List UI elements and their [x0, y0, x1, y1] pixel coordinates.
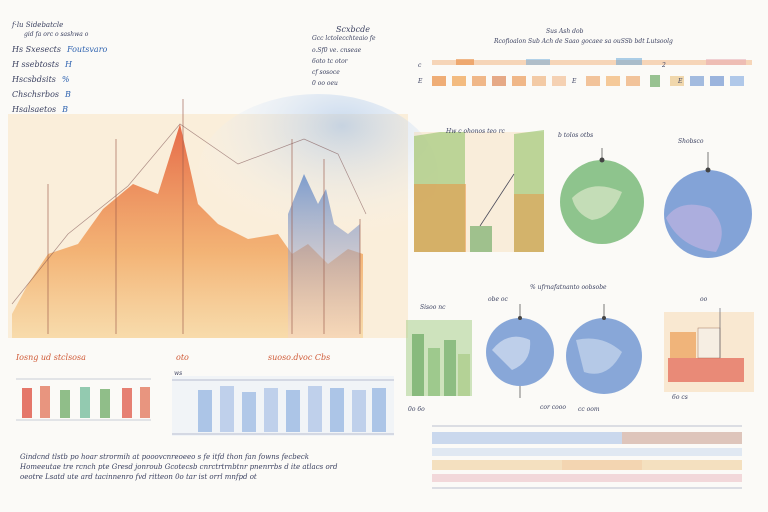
panel-label: 0o 6o: [408, 406, 425, 413]
panel-green-sphere: [560, 148, 644, 244]
main-chart-label-left: Iosng ud stclsosa: [16, 353, 86, 362]
palette-title: Rcofioalon Sub Ach de Saao gocaee sa ouS…: [494, 38, 673, 45]
legend-row-value: %: [61, 75, 70, 84]
notes-title: Scxbcde: [336, 25, 370, 34]
legend-row-value: H: [65, 60, 73, 69]
caption-line: Gindcnd tlstb po hoar strormih at pooovc…: [20, 453, 310, 461]
panel-column-chart: [414, 130, 544, 252]
panel-label: b tolos otbs: [558, 132, 594, 139]
mini-bar: [60, 390, 70, 418]
blue-sphere-wash: [666, 204, 722, 252]
panel-label: Hw c ohonos teo rc: [446, 128, 505, 135]
sphere-pin-icon: [518, 316, 522, 320]
green-sphere-highlight: [572, 186, 622, 220]
column-trend-line: [479, 173, 515, 227]
caption-line: oeotre Lsatd ute ard tacinnenro fvd ritt…: [20, 473, 257, 481]
sphere-pin-icon: [705, 167, 711, 173]
legend-row-label: H ssebtosts: [12, 60, 60, 69]
table-stripe: [432, 474, 742, 482]
legend-row: H ssebtosts H: [12, 59, 142, 74]
striped-data-table: [432, 425, 742, 489]
panel-label: obe oc: [488, 296, 508, 303]
legend-row: Hs Sxesects Foutsvaro: [12, 44, 142, 59]
notes-line: 6oto tc otor: [312, 58, 348, 65]
legend-row: Chschsrbos B: [12, 89, 142, 104]
legend-row: Hscsbdsits %: [12, 74, 142, 89]
column-orange-left: [414, 184, 466, 252]
panel-label: Shobsco: [678, 138, 704, 145]
palette-swatches: [432, 58, 752, 87]
main-watercolor-chart: [8, 94, 438, 338]
panel-blue-sphere-small-2: [566, 304, 642, 394]
blue-bar-table: [172, 376, 394, 436]
panel-label: oo: [700, 296, 708, 303]
chart-trace-line: [11, 123, 367, 305]
legend-subtitle: gid fa orc o sashwa o: [24, 31, 89, 38]
main-chart-label-right: suoso.dvoc Cbs: [268, 353, 331, 362]
chart-wash-blue: [198, 94, 438, 254]
chart-area-warm: [12, 124, 363, 338]
panel-stepped-bars: [664, 308, 754, 392]
palette-label: E: [418, 78, 423, 85]
palette-label: E: [572, 78, 577, 85]
legend-title: f·lu Sidebatcle: [12, 21, 64, 29]
panel-label: Sisoo nc: [420, 304, 446, 311]
column-orange-right: [514, 194, 544, 252]
caption-line: Homeeutae tre rcnch pte Gresd jonroub Gc…: [20, 463, 338, 471]
palette-label: E: [678, 78, 683, 85]
legend-row-label: Hsalsaetos: [12, 105, 57, 114]
notes-line: o.Sf0 ve. cnseae: [312, 47, 362, 54]
column-small-green: [470, 226, 492, 252]
panel-label: cor cooo: [540, 404, 566, 411]
sphere-pin-icon: [599, 157, 605, 163]
panel-blue-sphere-small-1: [486, 304, 554, 398]
notes-line: cf sosoce: [312, 69, 340, 76]
notes-line: 0 oo oeu: [312, 80, 338, 87]
palette-label: 2: [662, 62, 666, 69]
table-label: ws: [174, 370, 183, 377]
legend-row-label: Hs Sxesects: [12, 45, 61, 54]
palette-header: Sus Ash dob: [546, 28, 584, 35]
legend-rows: Hs Sxesects Foutsvaro H ssebtosts H Hscs…: [12, 44, 142, 119]
table-bars: [198, 386, 386, 432]
mini-bar: [100, 389, 110, 418]
mini-bar: [140, 387, 150, 418]
panel-label: cc oom: [578, 406, 600, 413]
mini-bar: [22, 388, 32, 418]
panel-blue-sphere: [664, 152, 752, 258]
sphere-pin-icon: [602, 316, 606, 320]
legend-top-left: f·lu Sidebatcle gid fa orc o sashwa o Hs…: [12, 20, 142, 120]
table-stripe: [562, 460, 642, 470]
panel-label: 6o cs: [672, 394, 688, 401]
notes-top-center: Scxbcde Gcc lctolecchteaio fe o.Sf0 ve. …: [312, 24, 412, 88]
mini-bar: [122, 388, 132, 418]
legend-row-label: Hscsbdsits: [12, 75, 56, 84]
palette-row-1: [432, 58, 752, 65]
legend-row-value: Foutsvaro: [67, 45, 108, 54]
notes-line: Gcc lctolecchteaio fe: [312, 35, 376, 42]
palette-label: c: [418, 62, 422, 69]
mini-bars: [22, 386, 150, 418]
legend-row-value: B: [62, 105, 69, 114]
palette-row-2: [432, 75, 744, 87]
table-stripe: [622, 432, 742, 444]
mini-bar: [80, 387, 90, 418]
table-stripe: [432, 448, 742, 456]
main-chart-label-middle: oto: [176, 353, 189, 362]
legend-row: Hsalsaetos B: [12, 104, 142, 119]
palette-panel: Sus Ash dob Rcofioalon Sub Ach de Saao g…: [416, 28, 761, 108]
mini-bar: [40, 386, 50, 418]
mini-bar-chart: [16, 378, 151, 421]
panel-label: % ufrnafatnanto oobsobe: [530, 284, 607, 291]
legend-row-label: Chschsrbos: [12, 90, 59, 99]
panel-green-stack: [406, 320, 472, 396]
caption: Gindcnd tlstb po hoar strormih at pooovc…: [20, 452, 410, 482]
legend-row-value: B: [64, 90, 71, 99]
